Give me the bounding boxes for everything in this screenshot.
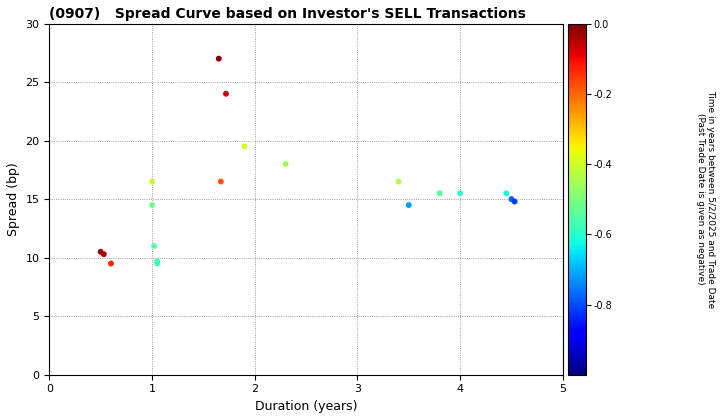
Point xyxy=(509,198,521,205)
Point xyxy=(146,178,158,185)
Point xyxy=(434,190,446,197)
Point xyxy=(105,260,117,267)
Y-axis label: Spread (bp): Spread (bp) xyxy=(7,162,20,236)
Point xyxy=(148,243,160,249)
Point xyxy=(239,143,251,150)
Point xyxy=(213,55,225,62)
Point xyxy=(215,178,227,185)
Point xyxy=(454,190,466,197)
Point xyxy=(280,161,292,168)
Point xyxy=(146,202,158,208)
Point xyxy=(151,258,163,265)
Point xyxy=(151,260,163,267)
Point xyxy=(95,249,107,255)
Point xyxy=(403,202,415,208)
Point xyxy=(220,90,232,97)
Y-axis label: Time in years between 5/2/2025 and Trade Date
(Past Trade Date is given as negat: Time in years between 5/2/2025 and Trade… xyxy=(696,90,715,308)
X-axis label: Duration (years): Duration (years) xyxy=(255,400,357,413)
Point xyxy=(98,251,109,257)
Text: (0907)   Spread Curve based on Investor's SELL Transactions: (0907) Spread Curve based on Investor's … xyxy=(50,7,526,21)
Point xyxy=(393,178,405,185)
Point xyxy=(505,196,517,202)
Point xyxy=(500,190,512,197)
